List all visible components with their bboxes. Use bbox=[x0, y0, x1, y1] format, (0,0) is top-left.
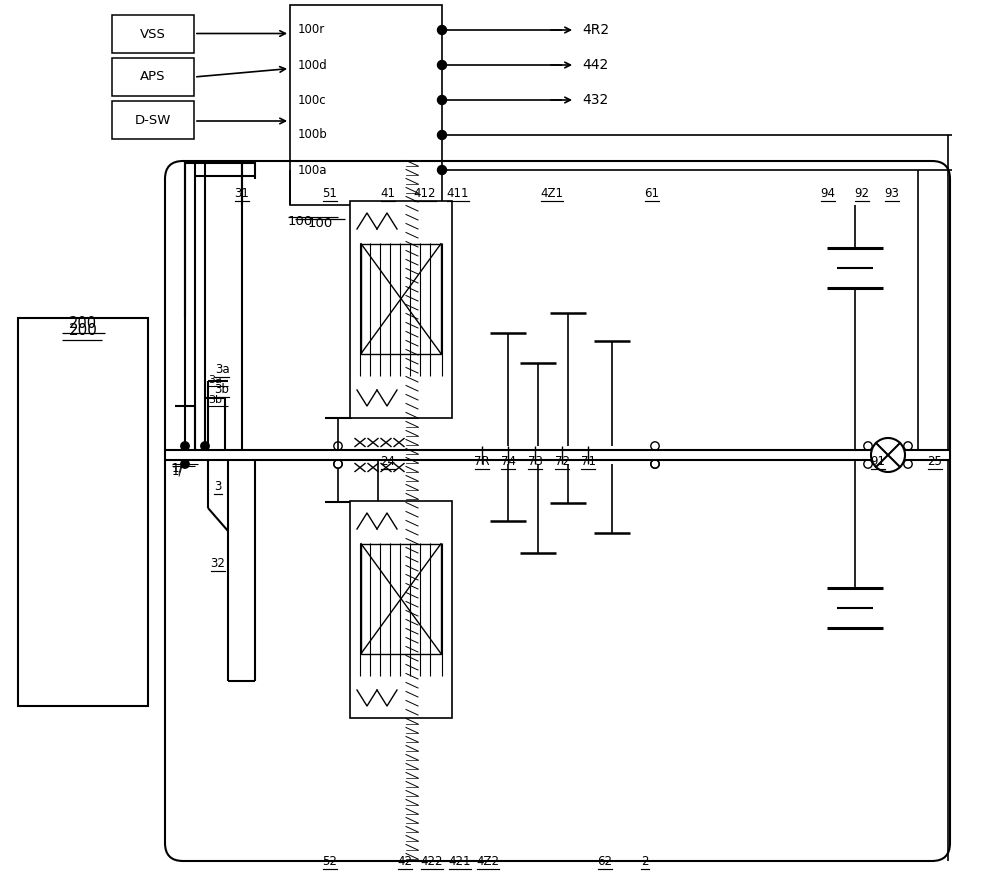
Bar bbox=[112, 15, 194, 53]
Text: 442: 442 bbox=[582, 58, 608, 72]
Text: 93: 93 bbox=[885, 187, 899, 200]
Text: 31: 31 bbox=[235, 187, 249, 200]
Text: 100a: 100a bbox=[298, 163, 328, 177]
Text: 7R: 7R bbox=[474, 455, 490, 468]
Text: 25: 25 bbox=[928, 455, 942, 468]
Text: 94: 94 bbox=[820, 187, 835, 200]
Text: 412: 412 bbox=[414, 187, 436, 200]
Text: 73: 73 bbox=[528, 455, 542, 468]
Text: 432: 432 bbox=[582, 93, 608, 107]
Text: 61: 61 bbox=[644, 187, 660, 200]
Text: 100d: 100d bbox=[298, 59, 328, 71]
Text: 52: 52 bbox=[323, 855, 337, 868]
Circle shape bbox=[181, 442, 189, 450]
Text: 4Z1: 4Z1 bbox=[540, 187, 564, 200]
Text: 92: 92 bbox=[854, 187, 869, 200]
Text: 2: 2 bbox=[641, 855, 649, 868]
Text: 51: 51 bbox=[323, 187, 337, 200]
Circle shape bbox=[438, 165, 446, 174]
Bar bbox=[112, 101, 194, 139]
Text: 3b: 3b bbox=[215, 383, 229, 396]
Circle shape bbox=[871, 438, 905, 472]
Bar bbox=[18, 318, 148, 706]
Bar bbox=[290, 5, 442, 205]
Text: 100: 100 bbox=[288, 215, 313, 228]
Text: 42: 42 bbox=[398, 855, 413, 868]
Text: 62: 62 bbox=[598, 855, 612, 868]
Text: 100b: 100b bbox=[298, 129, 328, 141]
Text: 72: 72 bbox=[554, 455, 570, 468]
Text: 100: 100 bbox=[307, 217, 333, 230]
Text: 91: 91 bbox=[870, 455, 886, 468]
Text: 3b: 3b bbox=[208, 395, 222, 405]
Text: 4Z2: 4Z2 bbox=[477, 855, 500, 868]
Text: 3: 3 bbox=[214, 480, 222, 493]
Text: 3a: 3a bbox=[215, 363, 229, 376]
Text: D-SW: D-SW bbox=[135, 113, 171, 127]
Circle shape bbox=[438, 96, 446, 104]
Text: 200: 200 bbox=[69, 316, 97, 331]
Text: 100r: 100r bbox=[298, 23, 325, 37]
Bar bbox=[112, 58, 194, 96]
Text: 74: 74 bbox=[501, 455, 516, 468]
Text: 422: 422 bbox=[421, 855, 443, 868]
Text: 1/: 1/ bbox=[172, 465, 184, 478]
Circle shape bbox=[181, 460, 189, 468]
Text: 100c: 100c bbox=[298, 94, 327, 106]
Circle shape bbox=[438, 130, 446, 139]
Text: 4R2: 4R2 bbox=[582, 23, 609, 37]
Text: 3a: 3a bbox=[208, 375, 222, 385]
Circle shape bbox=[438, 61, 446, 70]
Text: 1/: 1/ bbox=[172, 462, 184, 475]
Bar bbox=[350, 201, 452, 418]
Text: 71: 71 bbox=[580, 455, 596, 468]
Circle shape bbox=[438, 26, 446, 35]
Text: APS: APS bbox=[140, 71, 166, 84]
Text: 411: 411 bbox=[447, 187, 469, 200]
Text: 41: 41 bbox=[380, 187, 396, 200]
Text: VSS: VSS bbox=[140, 28, 166, 40]
Text: 32: 32 bbox=[211, 557, 225, 570]
Text: 24: 24 bbox=[380, 455, 396, 468]
Circle shape bbox=[201, 442, 209, 450]
Bar bbox=[361, 544, 441, 654]
Text: 200: 200 bbox=[69, 323, 97, 338]
Text: 421: 421 bbox=[449, 855, 471, 868]
Bar bbox=[350, 501, 452, 718]
Bar bbox=[361, 244, 441, 354]
